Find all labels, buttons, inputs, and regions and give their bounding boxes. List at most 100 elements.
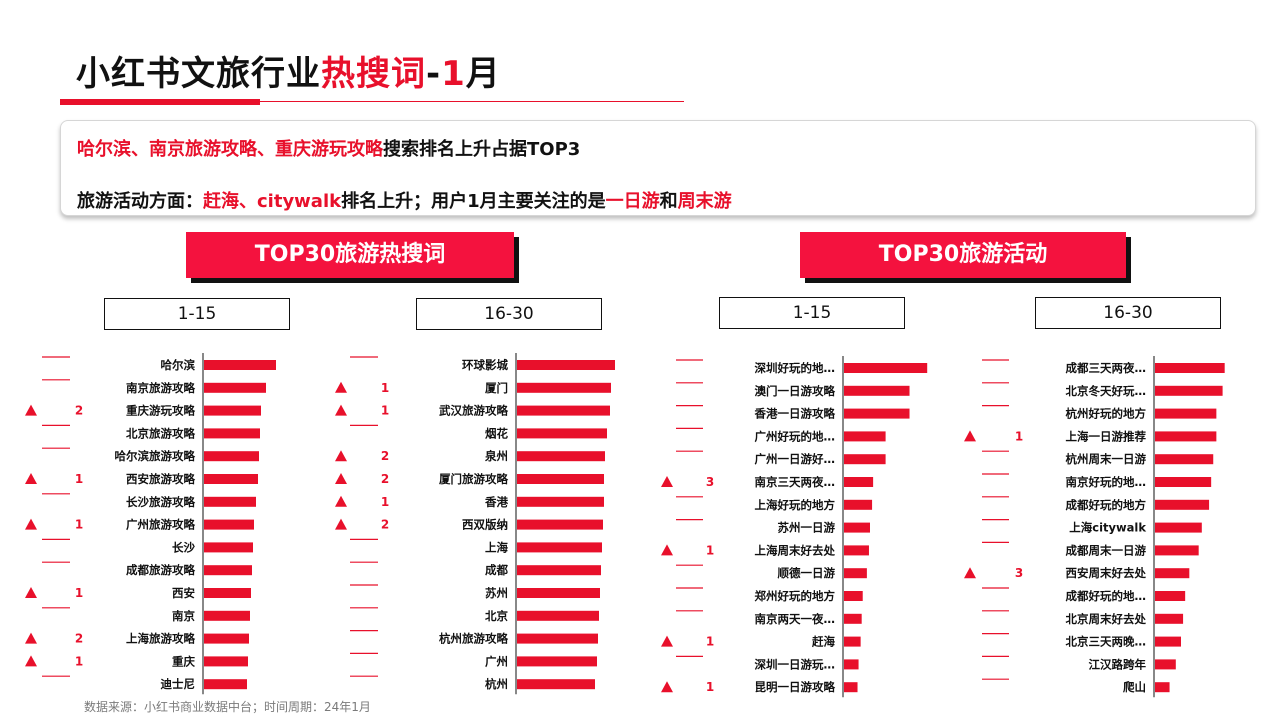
bar (204, 610, 250, 621)
bar (1155, 454, 1214, 465)
bar (517, 542, 602, 553)
category-label: 武汉旅游攻略 (439, 404, 508, 418)
category-label: 北京旅游攻略 (126, 426, 195, 440)
rank-up-triangle-icon (335, 473, 347, 484)
bar (517, 382, 611, 393)
category-label: 成都周末一日游 (1066, 543, 1147, 557)
rank-change-count: 1 (706, 680, 714, 694)
summary-line-2: 旅游活动方面：赶海、citywalk排名上升；用户1月主要关注的是一日游和周末游 (77, 191, 732, 212)
category-label: 烟花 (485, 426, 508, 440)
bar (1155, 408, 1217, 419)
category-label: 环球影城 (462, 358, 508, 372)
bar (517, 428, 607, 439)
category-label: 北京 (485, 609, 508, 623)
category-label: 成都 (485, 563, 508, 577)
rank-change-count: 1 (75, 654, 83, 668)
bar (517, 519, 603, 530)
range-activity-16-30: 16-30 (1035, 297, 1221, 329)
category-label: 迪士尼 (161, 677, 196, 691)
category-label: 成都三天两夜… (1066, 361, 1147, 375)
category-label: 南京好玩的地… (1066, 475, 1147, 489)
category-label: 泉州 (484, 449, 508, 463)
category-label: 江汉路跨年 (1089, 657, 1147, 671)
rank-up-triangle-icon (661, 681, 673, 693)
bar (517, 679, 595, 690)
rank-change-count: 1 (75, 472, 83, 486)
category-label: 杭州旅游攻略 (439, 632, 508, 646)
bar (204, 496, 256, 507)
category-label: 上海好玩的地方 (755, 498, 836, 512)
bar (844, 454, 886, 465)
category-label: 成都好玩的地方 (1066, 498, 1147, 512)
category-label: 香港一日游攻略 (754, 407, 836, 421)
rank-up-triangle-icon (25, 473, 37, 484)
rank-change-count: 1 (1015, 429, 1023, 443)
banner-top30-activity: TOP30旅游活动 (800, 232, 1126, 278)
bar (517, 496, 604, 507)
category-label: 广州好玩的地… (755, 429, 836, 443)
category-label: 长沙 (172, 540, 195, 554)
bar (204, 565, 252, 576)
bar (517, 405, 610, 416)
category-label: 西双版纳 (462, 518, 508, 532)
bar (204, 451, 259, 462)
category-label: 广州旅游攻略 (126, 518, 195, 532)
rank-up-triangle-icon (25, 404, 37, 416)
rank-up-triangle-icon (335, 495, 347, 507)
range-search-1-15: 1-15 (104, 298, 290, 330)
bar (844, 385, 910, 396)
category-label: 上海周末好去处 (755, 543, 836, 557)
bar (844, 431, 886, 442)
rank-change-count: 1 (381, 495, 389, 509)
bar (204, 679, 247, 690)
category-label: 西安旅游攻略 (126, 472, 195, 486)
bar (204, 519, 254, 530)
bar (204, 405, 261, 416)
rank-change-count: 1 (706, 543, 714, 557)
category-label: 香港 (484, 495, 508, 509)
bar (1155, 591, 1186, 601)
bar (204, 360, 276, 370)
bar (1155, 522, 1202, 533)
bar (204, 656, 248, 667)
title-underline (60, 101, 684, 102)
category-label: 苏州 (485, 586, 508, 600)
bar (844, 408, 910, 419)
page-title: 小红书文旅行业热搜词-1月 (76, 54, 501, 94)
rank-up-triangle-icon (25, 518, 37, 530)
rank-change-count: 1 (381, 404, 389, 418)
rank-change-count: 2 (381, 449, 389, 463)
bar (517, 360, 615, 370)
category-label: 爬山 (1122, 680, 1146, 694)
category-label: 成都旅游攻略 (126, 563, 195, 577)
title-underline-accent (60, 99, 260, 105)
category-label: 杭州好玩的地方 (1066, 407, 1147, 421)
category-label: 西安周末好去处 (1066, 566, 1147, 580)
bar (517, 633, 598, 644)
category-label: 郑州好玩的地方 (755, 589, 836, 603)
rank-change-count: 2 (75, 404, 83, 418)
rank-up-triangle-icon (25, 587, 37, 598)
bar (204, 588, 251, 598)
category-label: 赶海 (811, 635, 835, 649)
rank-up-triangle-icon (335, 404, 347, 416)
bar (1155, 636, 1181, 647)
category-label: 成都好玩的地… (1066, 589, 1147, 603)
category-label: 重庆 (172, 654, 195, 668)
summary-box: 哈尔滨、南京旅游攻略、重庆游玩攻略搜索排名上升占据TOP3 旅游活动方面：赶海、… (60, 120, 1256, 216)
category-label: 长沙旅游攻略 (126, 495, 195, 509)
rank-change-count: 3 (1015, 566, 1023, 580)
category-label: 广州一日游好… (755, 452, 836, 466)
rank-change-count: 3 (706, 475, 714, 489)
rank-change-count: 2 (381, 518, 389, 532)
category-label: 哈尔滨 (161, 358, 196, 372)
rank-change-count: 1 (381, 381, 389, 395)
rank-change-count: 2 (381, 472, 389, 486)
bar (204, 474, 258, 484)
bar (517, 474, 604, 484)
category-label: 南京旅游攻略 (126, 381, 195, 395)
bar (844, 682, 858, 693)
bar (844, 522, 870, 533)
